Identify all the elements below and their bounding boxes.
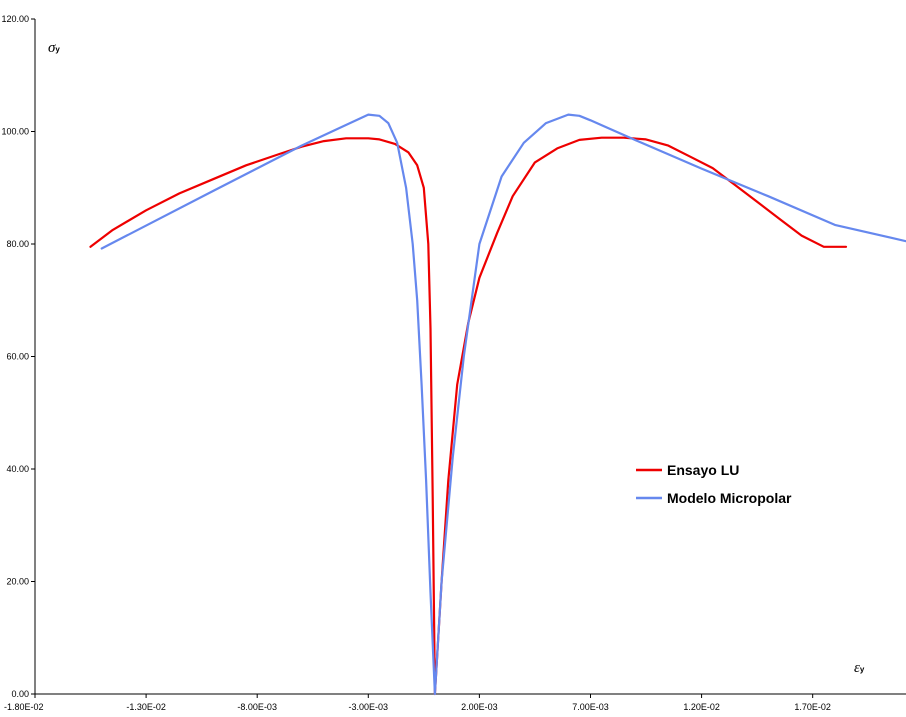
series-ensayo-lu-line xyxy=(89,136,848,696)
x-tick-label: -8.00E-03 xyxy=(237,702,277,712)
y-axis-subscript: y xyxy=(55,45,60,54)
axis-titles: σy εy xyxy=(48,40,865,676)
y-axis-title: σy xyxy=(48,40,60,56)
y-tick-label: 40.00 xyxy=(6,464,29,474)
y-tick-label: 100.00 xyxy=(1,127,29,137)
series-layer xyxy=(89,113,906,696)
x-tick-label: 1.20E-02 xyxy=(683,702,720,712)
x-axis-symbol: ε xyxy=(854,660,860,676)
x-axis-title: εy xyxy=(854,660,865,676)
legend-label-modelo: Modelo Micropolar xyxy=(667,490,792,506)
legend: Ensayo LU Modelo Micropolar xyxy=(636,462,792,506)
x-axis-subscript: y xyxy=(860,665,865,674)
x-tick-label: -3.00E-03 xyxy=(349,702,389,712)
x-tick-label: -1.80E-02 xyxy=(4,702,44,712)
y-tick-label: 20.00 xyxy=(6,577,29,587)
x-tick-label: -1.30E-02 xyxy=(126,702,166,712)
x-tick-label: 2.00E-03 xyxy=(461,702,498,712)
y-tick-label: 80.00 xyxy=(6,239,29,249)
y-axis-symbol: σ xyxy=(48,40,56,56)
axes: 0.00 20.00 40.00 60.00 80.00 100.00 120.00 -1.8… xyxy=(1,14,906,712)
x-tick-label: 1.70E-02 xyxy=(794,702,831,712)
series-modelo-micropolar-line xyxy=(100,113,906,696)
x-tick-label: 7.00E-03 xyxy=(572,702,609,712)
y-tick-label: 120.00 xyxy=(1,14,29,24)
y-tick-label: 60.00 xyxy=(6,352,29,362)
y-tick-label: 0.00 xyxy=(11,689,29,699)
legend-label-ensayo: Ensayo LU xyxy=(667,462,739,478)
